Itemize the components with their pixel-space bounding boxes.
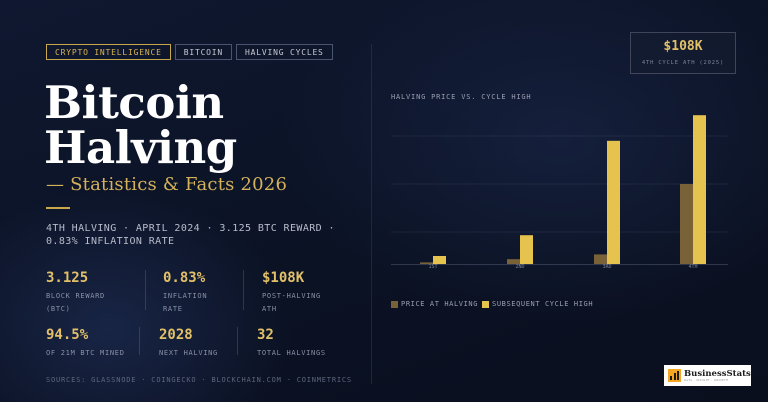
bar-4th-cycle-high <box>693 115 706 264</box>
stat-value: 2028 <box>159 327 193 343</box>
tick-label-1st: 1ST <box>428 264 437 270</box>
bar-2nd-cycle-high <box>520 235 533 264</box>
halving-bar-chart: 1ST 2ND 3RD 4TH <box>391 115 728 270</box>
stat-label-line1: INFLATION <box>163 292 208 300</box>
stat-next-halving: 2028 NEXT HALVING <box>159 327 218 360</box>
stat-label-line2: RATE <box>163 305 183 313</box>
stat-label-line1: BLOCK REWARD <box>46 292 105 300</box>
brand-logo[interactable]: BusinessStats DATA · INSIGHT · GROWTH <box>664 365 751 386</box>
stat-label: NEXT HALVING <box>159 349 218 357</box>
stat-divider <box>145 270 146 310</box>
stat-value: 94.5% <box>46 327 89 343</box>
legend-swatch-cycle-high <box>482 300 490 308</box>
bar-3rd-cycle-high <box>607 140 620 264</box>
bar-4th-halving-price <box>680 184 693 264</box>
tick-label-2nd: 2ND <box>515 264 524 270</box>
title-line-1: Bitcoin <box>44 76 224 129</box>
tag-row: CRYPTO INTELLIGENCE BITCOIN HALVING CYCL… <box>46 44 337 60</box>
stat-label-line2: (BTC) <box>46 305 71 313</box>
tag-halving-cycles[interactable]: HALVING CYCLES <box>236 44 333 60</box>
legend-label-halving: PRICE AT HALVING <box>401 300 479 308</box>
bar-1st-cycle-high <box>433 256 446 264</box>
panel-divider <box>371 44 372 384</box>
page-title: Bitcoin Halving <box>44 80 237 170</box>
stat-value: 3.125 <box>46 270 89 286</box>
stat-value: 32 <box>257 327 274 343</box>
accent-rule <box>46 207 70 209</box>
stat-label: TOTAL HALVINGS <box>257 349 326 357</box>
stat-label: OF 21M BTC MINED <box>46 349 125 357</box>
stat-value: 0.83% <box>163 270 206 286</box>
sources-footer: SOURCES: GLASSNODE · COINGECKO · BLOCKCH… <box>46 376 352 384</box>
legend-label-cycle-high: SUBSEQUENT CYCLE HIGH <box>492 300 594 308</box>
brand-tagline: DATA · INSIGHT · GROWTH <box>684 378 729 382</box>
ath-card: $108K 4TH CYCLE ATH (2025) <box>630 32 736 74</box>
ath-card-label: 4TH CYCLE ATH (2025) <box>641 60 725 66</box>
stat-block-reward: 3.125 BLOCK REWARD (BTC) <box>46 270 105 316</box>
tick-label-3rd: 3RD <box>602 264 611 270</box>
stat-label: POST-HALVING ATH <box>262 290 321 316</box>
chart-title: HALVING PRICE VS. CYCLE HIGH <box>391 93 532 101</box>
stat-divider <box>139 327 140 355</box>
bar-chart-icon <box>668 369 681 382</box>
stat-post-halving-ath: $108K POST-HALVING ATH <box>262 270 321 316</box>
stat-divider <box>237 327 238 355</box>
stat-value: $108K <box>262 270 305 286</box>
ath-card-value: $108K <box>663 39 703 54</box>
stat-inflation-rate: 0.83% INFLATION RATE <box>163 270 207 316</box>
legend-swatch-halving <box>391 300 398 308</box>
chart-legend: PRICE AT HALVING SUBSEQUENT CYCLE HIGH <box>391 300 593 308</box>
stat-divider <box>243 270 244 310</box>
bar-2nd-halving-price <box>507 259 520 264</box>
stat-label-line2: ATH <box>262 305 277 313</box>
stat-btc-mined: 94.5% OF 21M BTC MINED <box>46 327 125 360</box>
bar-3rd-halving-price <box>594 254 607 264</box>
bar-1st-halving-price <box>420 262 433 264</box>
title-line-2: Halving <box>44 121 237 174</box>
stat-label: BLOCK REWARD (BTC) <box>46 290 105 316</box>
page-subtitle: — Statistics & Facts 2026 <box>46 174 288 195</box>
tag-crypto-intelligence[interactable]: CRYPTO INTELLIGENCE <box>46 44 171 60</box>
stat-total-halvings: 32 TOTAL HALVINGS <box>257 327 326 360</box>
tick-label-4th: 4TH <box>688 264 697 270</box>
stat-label-line1: POST-HALVING <box>262 292 321 300</box>
brand-name: BusinessStats <box>684 368 751 379</box>
tag-bitcoin[interactable]: BITCOIN <box>174 44 233 60</box>
summary-text: 4TH HALVING · APRIL 2024 · 3.125 BTC REW… <box>46 223 335 247</box>
stat-label: INFLATION RATE <box>163 290 207 316</box>
